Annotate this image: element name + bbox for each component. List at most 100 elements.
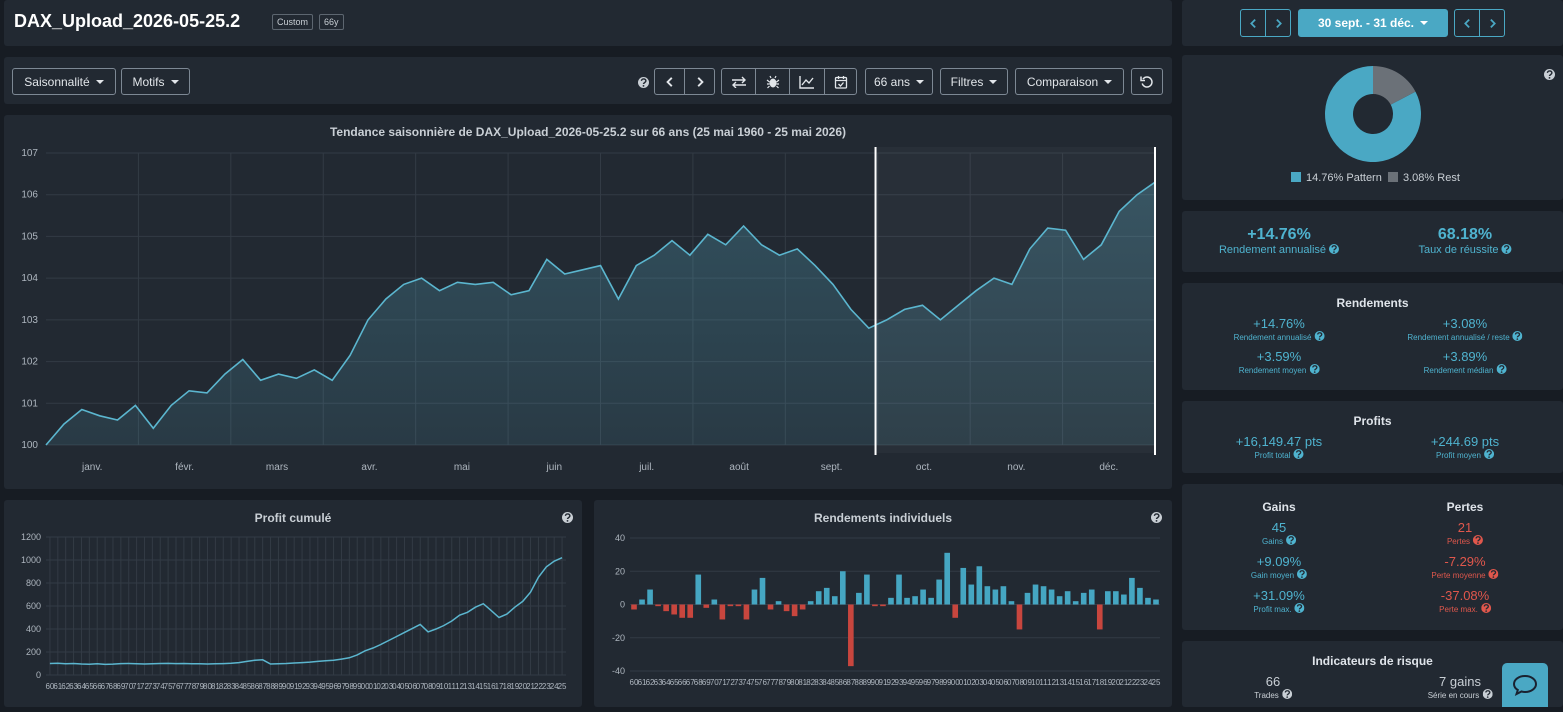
help-icon[interactable]: [562, 512, 573, 523]
x-tick-label: 66: [93, 682, 102, 691]
help-icon[interactable]: [1484, 449, 1494, 459]
next-button[interactable]: [1479, 9, 1505, 37]
dropdown-button[interactable]: Motifs: [121, 68, 190, 95]
returns-panel: Rendements individuels -40 -20 0 20 40 60 61 62 6…: [594, 500, 1172, 707]
help-icon[interactable]: [1297, 569, 1307, 579]
swap-button[interactable]: [721, 68, 756, 95]
x-tick-label: 05: [400, 682, 409, 691]
help-icon[interactable]: [1329, 244, 1339, 254]
help-icon[interactable]: [638, 77, 649, 88]
dropdown-button[interactable]: Filtres: [940, 68, 1008, 95]
x-tick-label: 77: [179, 682, 188, 691]
help-glyph: [1314, 331, 1324, 341]
help-icon[interactable]: [1294, 449, 1304, 459]
x-tick-label: 72: [140, 682, 149, 691]
help-icon[interactable]: [1482, 689, 1492, 699]
chart-button[interactable]: [789, 68, 825, 95]
next-button[interactable]: [1265, 9, 1291, 37]
x-tick-label: 25: [558, 682, 567, 691]
calendar-button[interactable]: [824, 68, 857, 95]
stat-value: +3.89%: [1442, 349, 1488, 364]
stat-label-text: Rendement médian: [1423, 366, 1494, 375]
help-icon[interactable]: [1513, 331, 1523, 341]
dropdown-button[interactable]: Saisonnalité: [12, 68, 116, 95]
help-icon[interactable]: [1544, 69, 1555, 80]
x-tick-label: 16: [1079, 678, 1088, 687]
y-tick-label: 107: [21, 148, 38, 159]
help-glyph: [1513, 331, 1523, 341]
stat-label-text: Rendement annualisé / reste: [1407, 333, 1510, 342]
help-icon[interactable]: [1282, 689, 1292, 699]
help-icon[interactable]: [1496, 364, 1506, 374]
x-tick-label: 23: [1135, 678, 1144, 687]
x-tick-label: 97: [337, 682, 346, 691]
stat-value: +14.76%: [1247, 226, 1311, 243]
help-icon[interactable]: [1151, 512, 1162, 523]
bar: [727, 604, 734, 607]
dropdown-button[interactable]: Comparaison: [1015, 68, 1124, 95]
x-tick-label: 17: [495, 682, 504, 691]
button-label: Filtres: [950, 74, 984, 89]
bug-button[interactable]: [755, 68, 790, 95]
stat-label: Perte max.: [1439, 603, 1491, 614]
y-tick-label: 600: [26, 601, 41, 611]
profits-panel: Profits +16,149.47 pts Profit total +244.69…: [1182, 401, 1563, 473]
bar: [920, 589, 926, 605]
x-tick-label: 06: [408, 682, 417, 691]
legend-swatch: [1388, 172, 1398, 182]
help-icon[interactable]: [1309, 364, 1319, 374]
x-tick-label: 71: [132, 682, 141, 691]
help-glyph: [1295, 603, 1305, 613]
bar: [1080, 592, 1087, 605]
prev-button[interactable]: [654, 68, 685, 95]
bar: [976, 566, 983, 605]
x-tick-label: 09: [1023, 678, 1032, 687]
next-button[interactable]: [684, 68, 715, 95]
cumulative-panel: Profit cumulé 0 200 400 600 800 1000 1200 60 61 62…: [4, 500, 582, 707]
stat-label: Rendement médian: [1424, 364, 1507, 375]
bar: [655, 604, 661, 607]
x-tick-label: 20: [1111, 678, 1120, 687]
bar: [799, 604, 806, 610]
x-tick-label: 76: [172, 682, 181, 691]
bar: [1088, 589, 1095, 605]
bar: [815, 591, 822, 605]
chart-title: Rendements individuels: [814, 511, 952, 525]
help-icon[interactable]: [1314, 331, 1324, 341]
x-tick-label: 94: [903, 678, 912, 687]
x-tick-label: 89: [274, 682, 283, 691]
date-range-button[interactable]: 30 sept. - 31 déc.: [1298, 9, 1448, 37]
dropdown-button[interactable]: 66 ans: [865, 68, 933, 95]
prev-button[interactable]: [1240, 9, 1266, 37]
y-tick-label: 101: [21, 398, 38, 409]
stat-label-text: Taux de réussite: [1418, 244, 1499, 256]
x-tick-label: 15: [1071, 678, 1080, 687]
x-tick-label: 60: [45, 682, 54, 691]
stat-label: Perte moyenne: [1431, 569, 1498, 580]
x-tick-label: 01: [959, 678, 968, 687]
x-tick-label: 92: [887, 678, 896, 687]
help-icon[interactable]: [1502, 244, 1512, 254]
x-tick-label: 79: [782, 678, 791, 687]
x-tick-label: 65: [670, 678, 679, 687]
bar: [1072, 601, 1079, 605]
line: [45, 181, 1156, 446]
stat-label-text: Perte max.: [1439, 605, 1478, 614]
x-tick-label: 78: [774, 678, 783, 687]
panel-title: Pertes: [1446, 500, 1484, 514]
help-icon[interactable]: [1489, 569, 1499, 579]
y-tick-label: 800: [26, 578, 41, 588]
help-icon[interactable]: [1473, 535, 1483, 545]
legend-value: 3.08%: [1403, 172, 1434, 184]
help-icon[interactable]: [1481, 603, 1491, 613]
toolbar: Saisonnalité Motifs 66 ans Filtres Compa…: [4, 57, 1172, 104]
chat-button[interactable]: [1502, 663, 1548, 707]
bar: [856, 592, 862, 605]
y-tick-label: 100: [21, 440, 38, 451]
prev-button[interactable]: [1454, 9, 1480, 37]
x-tick-label: 10: [439, 682, 448, 691]
help-icon[interactable]: [1295, 603, 1305, 613]
help-icon[interactable]: [1286, 535, 1296, 545]
bar: [1000, 586, 1007, 605]
reset-button[interactable]: [1131, 68, 1163, 95]
